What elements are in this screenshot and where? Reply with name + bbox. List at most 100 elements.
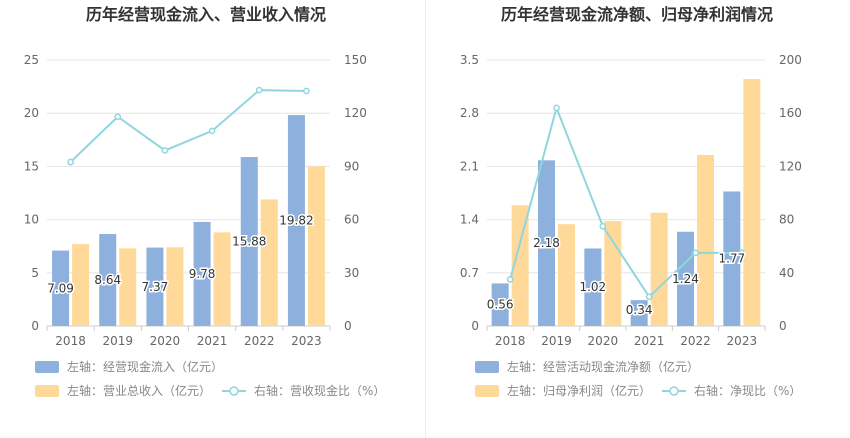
left-axis-tick-label: 25 <box>24 53 39 67</box>
bar-data-label: 1.24 <box>672 272 699 286</box>
right-axis-tick-label: 0 <box>344 319 352 333</box>
line-point <box>114 113 122 121</box>
bar-data-label: 8.64 <box>94 273 121 287</box>
x-axis-tick-label: 2023 <box>727 334 758 348</box>
left-axis-tick-label: 0 <box>31 319 39 333</box>
bar-series-2 <box>511 205 529 326</box>
right-axis-tick-label: 90 <box>344 159 359 173</box>
x-axis-tick-label: 2022 <box>680 334 711 348</box>
line-point <box>303 87 310 95</box>
legend-swatch-line-marker <box>669 386 679 396</box>
chart-cashflow-revenue: 历年经营现金流入、营业收入情况 0 0 5 30 10 60 15 90 20 120 25 150 20… <box>24 5 386 398</box>
left-axis-tick-label: 5 <box>31 266 39 280</box>
line-point <box>506 276 514 283</box>
bar-data-label: 1.77 <box>718 252 745 266</box>
line-point <box>208 127 216 135</box>
x-axis-tick-label: 2021 <box>197 334 228 348</box>
line-point <box>67 158 74 166</box>
chart-title: 历年经营现金流入、营业收入情况 <box>86 5 326 24</box>
bar-series-2 <box>72 244 90 326</box>
right-axis-tick-label: 200 <box>779 53 802 67</box>
legend-swatch-bar-2 <box>35 385 59 397</box>
bar-series-1 <box>723 191 741 326</box>
bar-series-1 <box>193 221 211 326</box>
legend-swatch-bar-1 <box>35 361 59 373</box>
legend-swatch-bar-2 <box>475 385 499 397</box>
line-point <box>692 249 699 257</box>
line-point <box>599 222 607 230</box>
bar-series-1 <box>240 157 258 326</box>
chart-title: 历年经营现金流净额、归母净利润情况 <box>501 5 773 24</box>
legend-label: 右轴：营收现金比（%） <box>254 383 385 398</box>
bar-series-1 <box>584 248 602 326</box>
left-axis-tick-label: 0.7 <box>460 266 479 280</box>
bar-data-label: 9.78 <box>189 267 216 281</box>
bar-series-2 <box>650 212 668 326</box>
bar-series-1 <box>287 115 305 326</box>
bar-series-2 <box>119 248 137 326</box>
bar-data-label: 19.82 <box>279 214 313 228</box>
chart-panel-netcash-profit: 历年经营现金流净额、归母净利润情况 0 0 0.7 40 1.4 80 2.1 120 2.8 16… <box>425 0 850 438</box>
left-axis-tick-label: 10 <box>24 213 39 227</box>
bar-series-2 <box>558 224 575 326</box>
bar-data-label: 2.18 <box>533 236 560 250</box>
chart-netcash-profit: 历年经营现金流净额、归母净利润情况 0 0 0.7 40 1.4 80 2.1 120 2.8 16… <box>460 5 802 398</box>
left-axis-tick-label: 15 <box>24 159 39 173</box>
right-axis-tick-label: 0 <box>779 319 787 333</box>
line-series <box>509 104 742 299</box>
bar-series-2 <box>697 155 714 326</box>
bar-series-1 <box>146 247 164 326</box>
line-point <box>645 293 653 301</box>
bar-series-2 <box>307 166 325 326</box>
x-axis-tick-label: 2020 <box>588 334 619 348</box>
x-axis-tick-label: 2019 <box>541 334 572 348</box>
bar-data-label: 0.56 <box>487 298 514 312</box>
right-axis-tick-label: 60 <box>344 213 359 227</box>
x-axis-tick-label: 2018 <box>55 334 86 348</box>
legend-label: 左轴：经营活动现金流净额（亿元） <box>507 359 699 374</box>
bar-series-2 <box>743 79 761 326</box>
x-axis-tick-label: 2019 <box>102 334 133 348</box>
bar-series-1 <box>538 160 555 326</box>
line-point <box>161 147 169 154</box>
right-axis-tick-label: 160 <box>779 106 802 120</box>
bar-series-1 <box>491 283 509 326</box>
bar-series-1 <box>677 231 694 326</box>
left-axis-tick-label: 3.5 <box>460 53 479 67</box>
x-axis-tick-label: 2023 <box>291 334 322 348</box>
x-axis-tick-label: 2020 <box>150 334 181 348</box>
bar-data-label: 7.37 <box>142 280 169 294</box>
bar-series-1 <box>630 300 648 326</box>
right-axis-tick-label: 150 <box>344 53 367 67</box>
left-axis-tick-label: 2.1 <box>460 159 479 173</box>
left-axis-tick-label: 20 <box>24 106 39 120</box>
line-point <box>738 249 746 257</box>
bar-data-label: 7.09 <box>47 281 74 295</box>
right-axis-tick-label: 40 <box>779 266 794 280</box>
bar-series-2 <box>260 199 278 326</box>
bar-data-label: 1.02 <box>579 280 606 294</box>
legend-label: 左轴：经营现金流入（亿元） <box>67 359 223 374</box>
line-series <box>69 89 307 163</box>
left-axis-tick-label: 2.8 <box>460 106 479 120</box>
right-axis-tick-label: 120 <box>344 106 367 120</box>
right-axis-tick-label: 80 <box>779 213 794 227</box>
line-point <box>255 86 263 94</box>
legend-label: 右轴：净现比（%） <box>694 383 801 398</box>
bar-series-2 <box>213 232 231 326</box>
legend-swatch-bar-1 <box>475 361 499 373</box>
bar-series-2 <box>166 247 184 326</box>
right-axis-tick-label: 120 <box>779 159 802 173</box>
bar-series-1 <box>99 234 117 326</box>
bar-series-2 <box>604 221 622 326</box>
x-axis-tick-label: 2021 <box>634 334 665 348</box>
bar-data-label: 0.34 <box>626 303 653 317</box>
left-axis-tick-label: 1.4 <box>460 213 479 227</box>
legend-swatch-line-marker <box>229 386 239 396</box>
bar-data-label: 15.88 <box>232 235 266 249</box>
bar-series-1 <box>52 250 70 326</box>
x-axis-tick-label: 2018 <box>495 334 526 348</box>
x-axis-tick-label: 2022 <box>244 334 275 348</box>
panel-divider <box>425 0 426 438</box>
left-axis-tick-label: 0 <box>471 319 479 333</box>
